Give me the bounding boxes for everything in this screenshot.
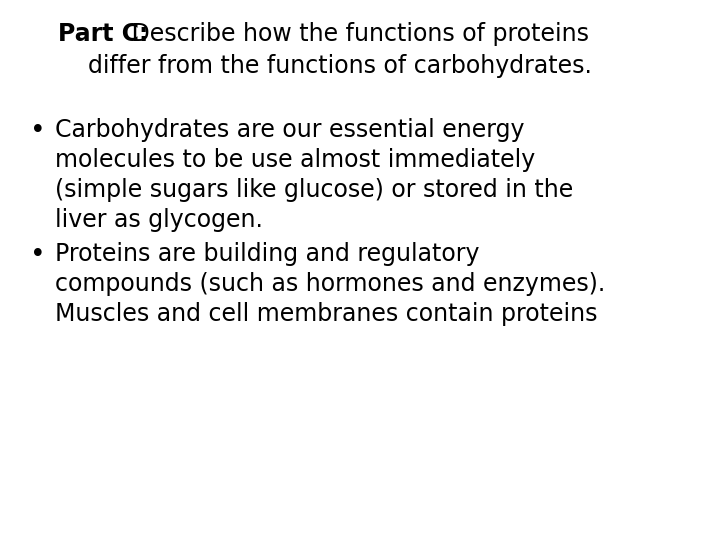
Text: •: •	[30, 118, 45, 144]
Text: Muscles and cell membranes contain proteins: Muscles and cell membranes contain prote…	[55, 302, 598, 326]
Text: •: •	[30, 242, 45, 268]
Text: liver as glycogen.: liver as glycogen.	[55, 208, 263, 232]
Text: Part C:: Part C:	[58, 22, 148, 46]
Text: molecules to be use almost immediately: molecules to be use almost immediately	[55, 148, 535, 172]
Text: compounds (such as hormones and enzymes).: compounds (such as hormones and enzymes)…	[55, 272, 606, 296]
Text: Describe how the functions of proteins: Describe how the functions of proteins	[124, 22, 589, 46]
Text: differ from the functions of carbohydrates.: differ from the functions of carbohydrat…	[88, 54, 592, 78]
Text: Carbohydrates are our essential energy: Carbohydrates are our essential energy	[55, 118, 524, 142]
Text: (simple sugars like glucose) or stored in the: (simple sugars like glucose) or stored i…	[55, 178, 573, 202]
Text: Proteins are building and regulatory: Proteins are building and regulatory	[55, 242, 480, 266]
